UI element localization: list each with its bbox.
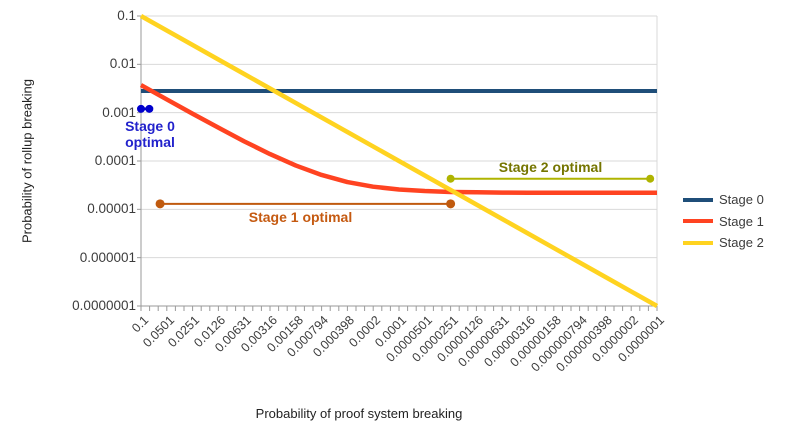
- y-tick-label: 0.01: [109, 56, 136, 72]
- y-tick-label: 0.0001: [94, 153, 136, 168]
- stage-1-line-swatch: [683, 219, 713, 224]
- x-axis-title: Probability of proof system breaking: [255, 406, 463, 421]
- stage-0-line-swatch: [683, 197, 713, 202]
- legend-label: Stage 0: [719, 192, 764, 208]
- y-tick-label: 0.0000001: [72, 298, 136, 313]
- y-tick-label: 0.001: [102, 104, 136, 120]
- y-tick-label: 0.00001: [87, 201, 136, 217]
- y-tick-label: 0.000001: [79, 249, 136, 265]
- legend-item-stage-2: Stage 2: [683, 232, 764, 254]
- legend-label: Stage 2: [719, 235, 764, 251]
- stage-2-line-swatch: [683, 240, 713, 245]
- stage-0-optimal-start-dot: [137, 104, 145, 113]
- legend-label: Stage 1: [719, 213, 764, 229]
- stage-2-optimal-start-dot: [446, 174, 455, 183]
- stage-1-series-line: [139, 83, 657, 196]
- y-axis-title: Probability of rollup breaking: [19, 78, 35, 244]
- stage-2-series-line: [139, 14, 659, 308]
- stage-1-optimal-end-dot: [446, 199, 456, 209]
- stage-0-optimal-end-dot: [145, 104, 154, 113]
- stage-2-optimal-end-dot: [646, 174, 655, 183]
- stage-1-optimal-label: Stage 1 optimal: [248, 209, 353, 225]
- stage-0-optimal-label: Stage 0 optimal: [125, 118, 175, 150]
- stage-1-optimal-start-dot: [155, 199, 165, 209]
- legend-item-stage-1: Stage 1: [683, 211, 764, 233]
- y-tick-label: 0.1: [117, 8, 136, 23]
- legend-item-stage-0: Stage 0: [683, 189, 764, 211]
- stage-2-optimal-label: Stage 2 optimal: [498, 159, 603, 175]
- legend: Stage 0 Stage 1 Stage 2: [683, 189, 764, 254]
